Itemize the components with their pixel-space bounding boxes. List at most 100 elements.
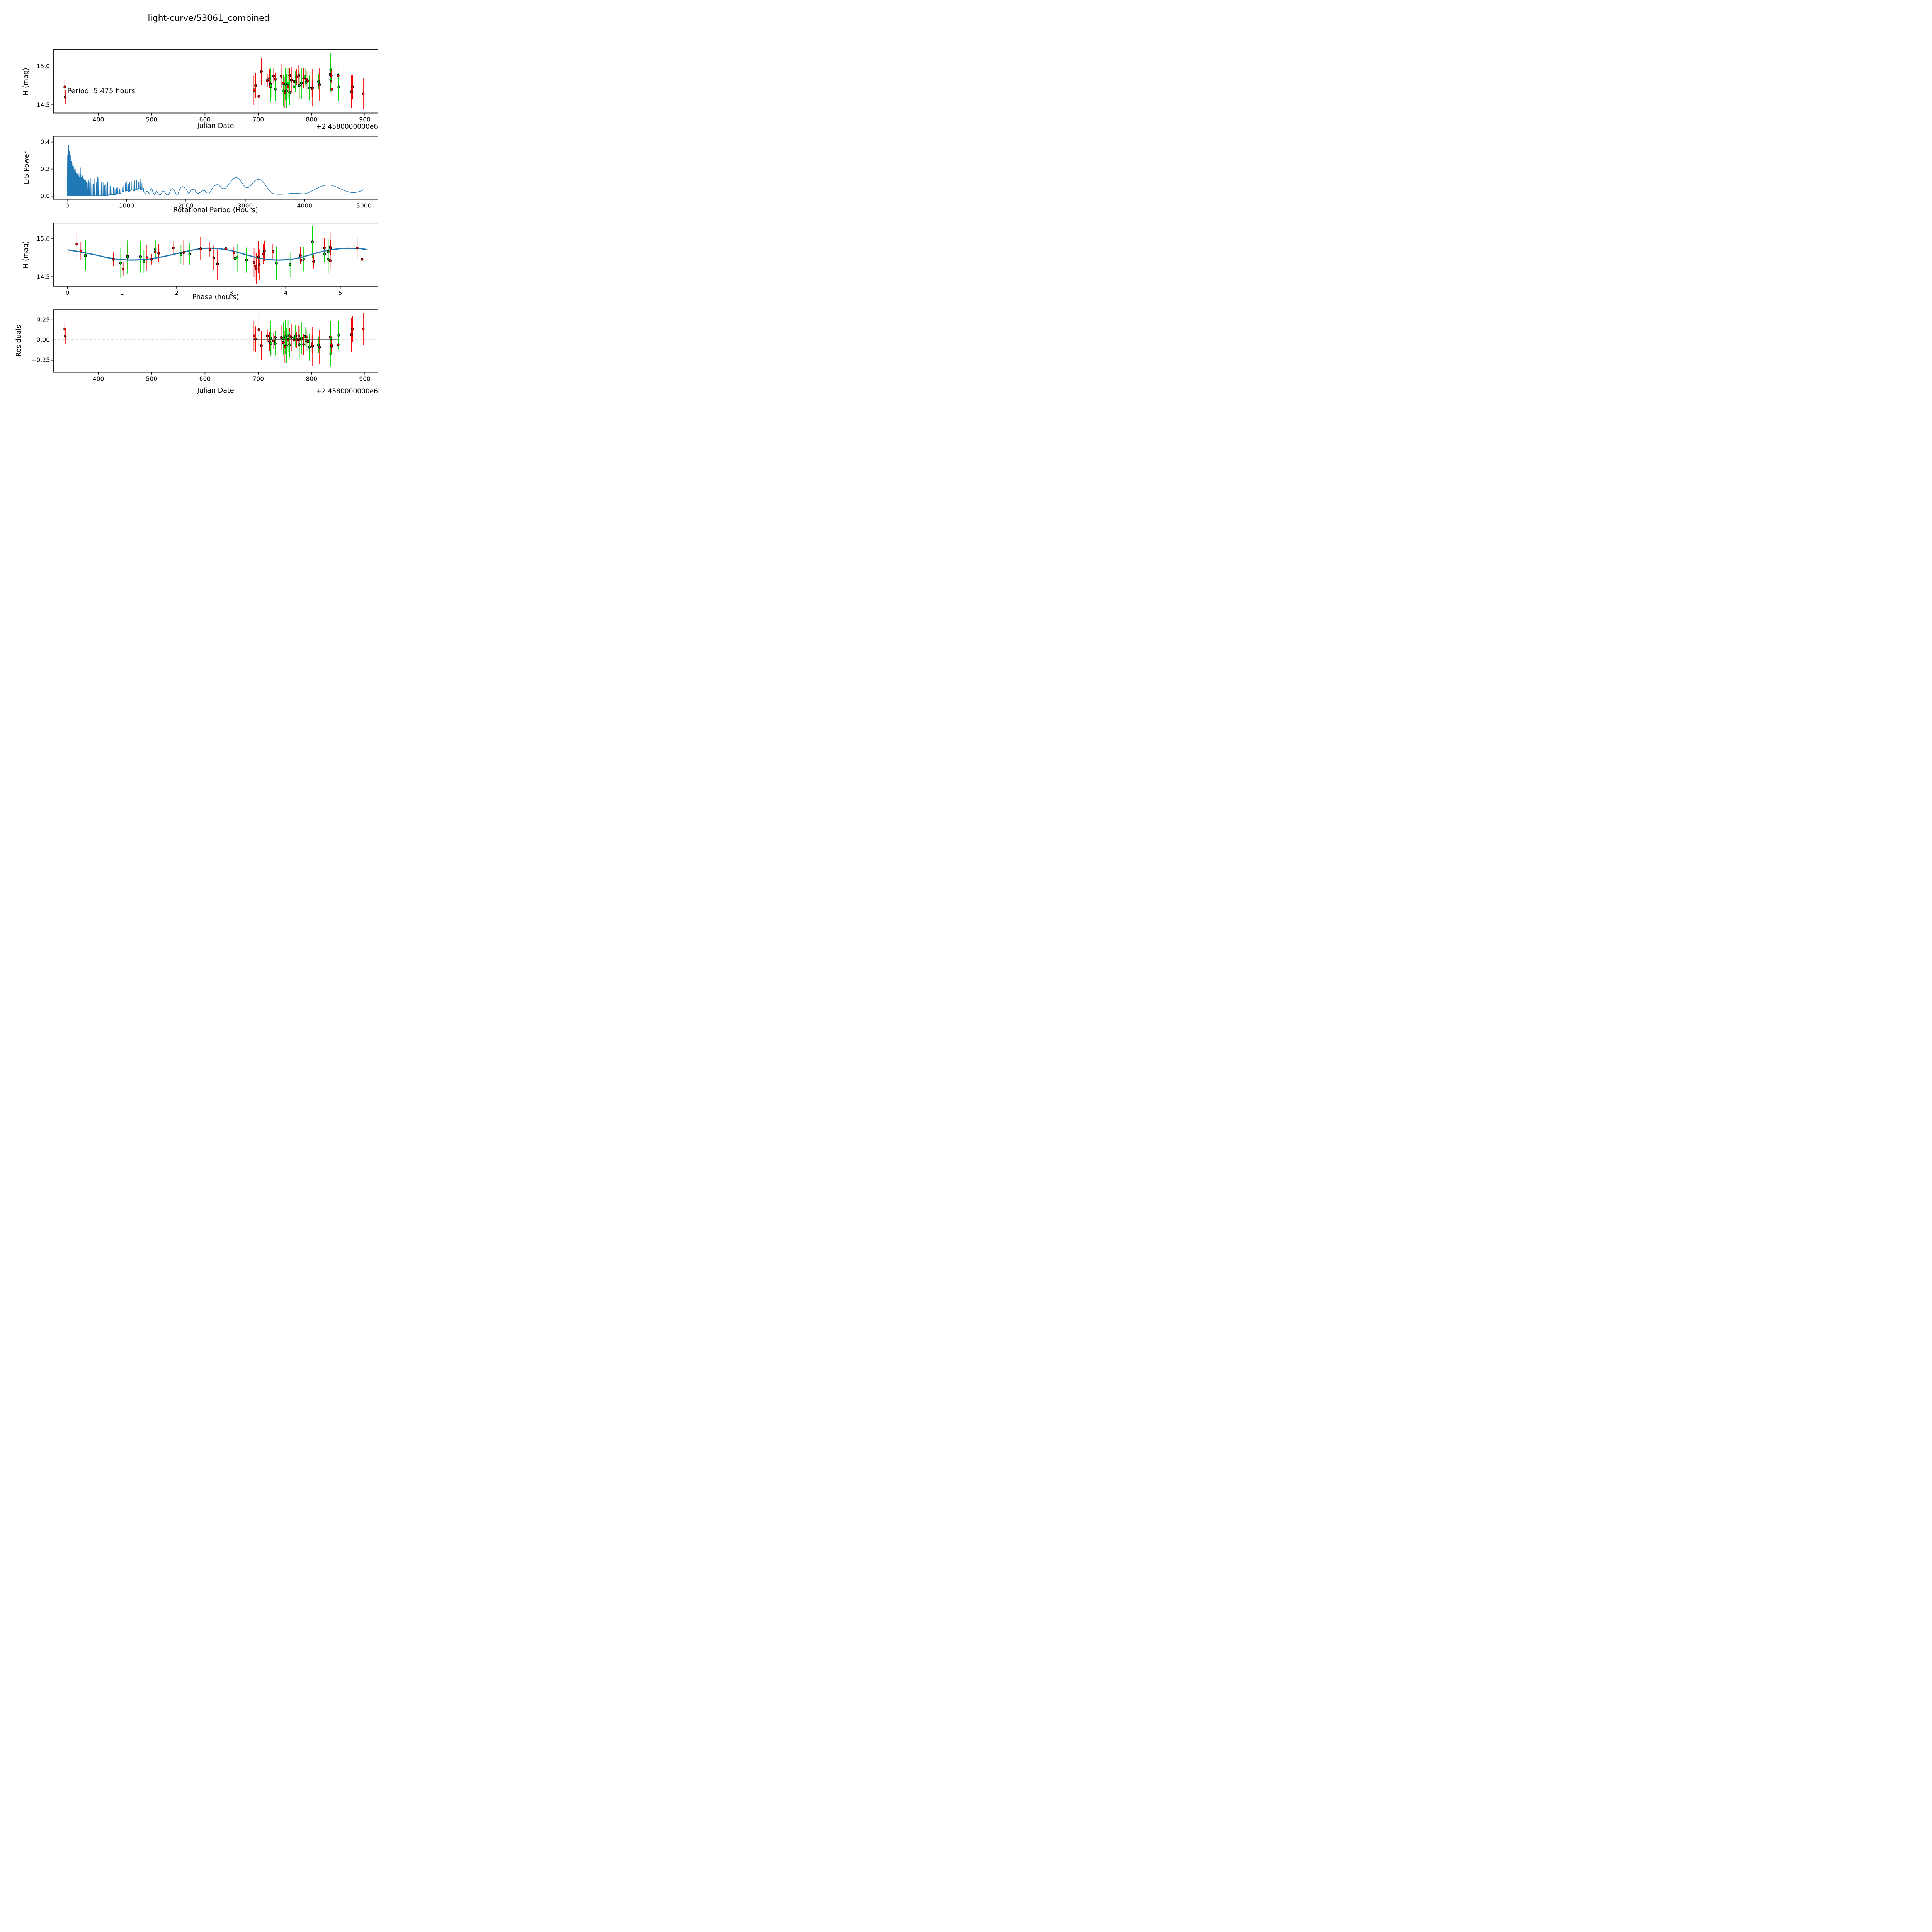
data-point [323,252,326,256]
y-tick-label: 14.5 [36,273,50,280]
data-point [330,345,333,348]
x-tick-label: 700 [253,376,264,383]
data-point [252,88,255,92]
period-annotation: Period: 5.475 hours [67,87,135,95]
data-point [311,240,314,243]
panel-frame [53,223,378,287]
data-point [298,343,301,346]
x-tick-label: 5 [338,289,342,296]
data-point [288,91,291,94]
data-point [293,336,296,340]
data-point [337,343,340,347]
y-tick-label: 0.2 [40,166,50,173]
data-point [329,78,332,81]
y-tick-label: 0.4 [40,139,50,146]
data-point [269,337,272,340]
data-points [63,327,365,355]
data-point [308,86,311,90]
data-point [284,83,287,86]
data-point [297,74,300,77]
data-point [295,75,298,79]
data-point [266,79,269,82]
data-point [271,250,274,253]
data-point [260,70,263,73]
data-point [75,242,78,246]
data-point [351,85,354,89]
data-point [317,80,320,83]
data-point [311,345,314,348]
data-point [361,258,364,261]
data-point [157,252,160,255]
data-point [299,254,302,257]
x-tick-label: 400 [93,376,104,383]
x-tick-label: 500 [146,116,158,123]
data-point [172,246,175,250]
panel-phased-lightcurve: 0 1 2 3 4 5 15.0 14.5 [36,223,378,296]
data-point [300,82,303,85]
periodogram-line [67,139,364,196]
x-tick-label: 0 [65,202,69,209]
data-point [306,340,309,343]
y-tick-label: −0.25 [32,357,50,364]
data-point [274,336,277,339]
data-point [287,85,289,89]
data-point [323,246,326,250]
data-point [329,259,332,262]
data-point [63,85,66,89]
x-tick-label: 600 [199,116,211,123]
data-point [274,78,277,81]
data-point [255,267,258,270]
data-point [293,85,296,89]
data-point [329,68,332,71]
p3-x-axis-label: Phase (hours) [192,293,239,301]
data-point [263,249,266,253]
p1-x-axis-label: Julian Date [197,122,234,130]
x-tick-label: 0 [66,289,70,296]
data-points [75,240,364,271]
data-point [329,352,332,355]
data-point [257,328,260,332]
data-point [329,246,332,250]
data-point [274,88,277,91]
data-point [304,75,307,79]
data-point [318,83,321,87]
data-point [212,256,215,260]
data-point [350,90,353,94]
data-point [253,264,257,268]
y-tick-label: 0.0 [40,193,50,200]
x-tick-label: 700 [253,116,264,123]
data-point [282,341,285,344]
data-point [312,260,315,263]
y-tick-label: 15.0 [36,235,50,242]
y-tick-label: 15.0 [36,63,50,70]
panel-frame [53,49,378,114]
data-point [351,327,354,331]
data-point [260,344,263,347]
data-point [362,92,365,96]
data-point [252,334,255,338]
data-point [154,248,157,251]
x-tick-label: 3000 [238,202,253,209]
data-point [64,335,67,338]
data-point [150,258,153,261]
data-point [179,253,182,257]
data-point [266,334,269,338]
data-point [318,345,321,349]
data-point [311,342,314,345]
data-point [274,342,277,345]
data-point [64,95,67,99]
figure-title: light-curve/53061_combined [148,14,269,23]
x-tick-label: 1000 [119,202,134,209]
data-point [139,255,142,259]
data-point [302,343,305,346]
x-tick-label: 2000 [178,202,193,209]
data-point [257,255,260,259]
data-point [224,247,228,250]
x-tick-label: 800 [306,376,317,383]
data-point [119,262,122,265]
data-point [145,256,148,260]
p3-y-axis-label: H (mag) [22,241,30,268]
data-point [337,85,340,89]
light-curve-figure: light-curve/53061_combined 400 500 600 700 8… [15,14,378,395]
data-point [285,344,288,347]
